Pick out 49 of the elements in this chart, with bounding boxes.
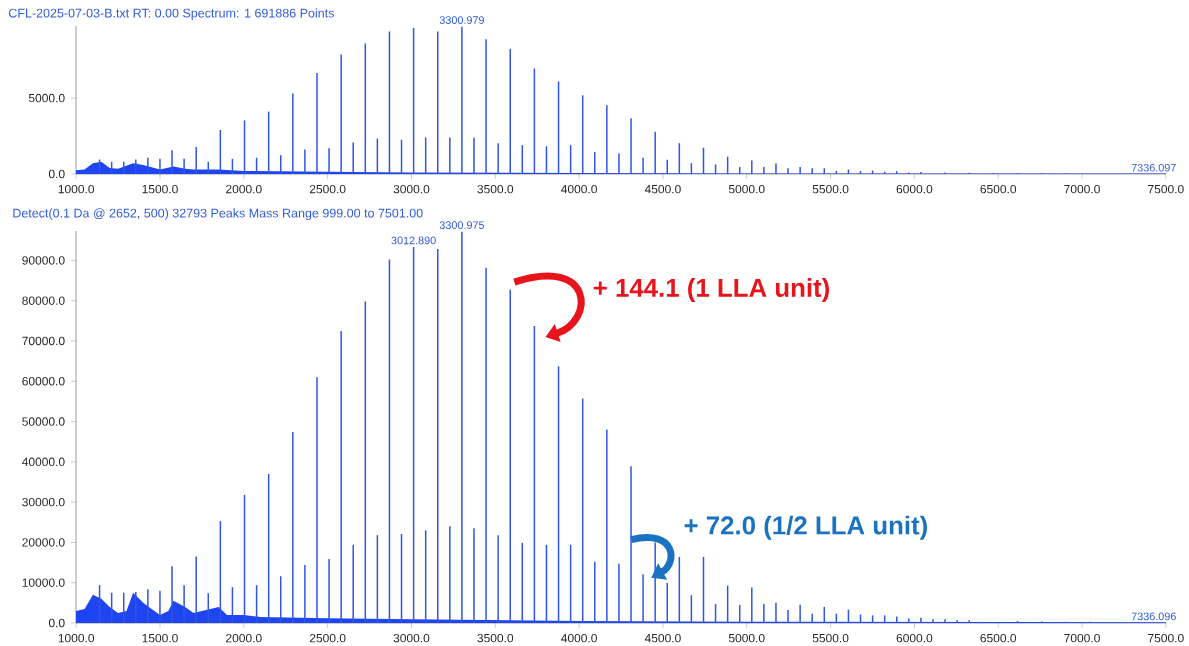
chart-title: Detect(0.1 Da @ 2652, 500) 32793 Peaks Mass Range 999.00 to 7501.00: [13, 208, 423, 220]
y-tick-label: 0.0: [48, 618, 65, 628]
y-tick-label: 20000.0: [22, 538, 65, 547]
annotation: + 144.1 (1 LLA unit): [593, 278, 830, 303]
x-tick-label: 5500.0: [812, 633, 849, 643]
annotation: 7336.096: [1131, 612, 1176, 621]
x-tick-label: 1000.0: [58, 184, 95, 194]
y-tick-label: 80000.0: [22, 296, 65, 305]
x-tick-label: 4000.0: [561, 184, 597, 194]
annotation: 7336.097: [1131, 163, 1176, 172]
x-tick-label: 1000.0: [58, 633, 95, 643]
x-tick-label: 4000.0: [561, 633, 597, 643]
x-tick-label: 2000.0: [226, 633, 262, 643]
x-tick-label: 2500.0: [309, 184, 346, 194]
annotation: 3300.975: [439, 221, 485, 229]
x-tick-label: 4500.0: [644, 184, 681, 194]
x-tick-label: 2500.0: [309, 633, 346, 643]
x-tick-label: 5000.0: [728, 184, 765, 194]
y-tick-label: 70000.0: [22, 336, 65, 346]
x-tick-label: 2000.0: [226, 184, 262, 194]
y-tick-label: 0.0: [48, 169, 65, 179]
chart-title: CFL-2025-07-03-B.txt RT: 0.00 Spectrum: 1 691886 Points: [8, 8, 334, 20]
x-tick-label: 7500.0: [1148, 633, 1184, 643]
y-tick-label: 10000.0: [22, 578, 65, 587]
x-tick-label: 6000.0: [896, 184, 933, 194]
y-tick-label: 60000.0: [22, 377, 65, 386]
x-tick-label: 5000.0: [728, 633, 765, 643]
y-tick-label: 50000.0: [22, 417, 65, 426]
annotation: 3012.890: [391, 236, 436, 245]
x-tick-label: 6000.0: [896, 633, 933, 643]
x-tick-label: 7000.0: [1064, 633, 1100, 643]
x-tick-label: 6500.0: [980, 184, 1017, 194]
x-tick-label: 6500.0: [980, 633, 1017, 643]
x-tick-label: 3000.0: [393, 184, 430, 194]
annotation: + 72.0 (1/2 LLA unit): [684, 515, 927, 540]
x-tick-label: 5500.0: [812, 184, 849, 194]
y-tick-label: 30000.0: [22, 497, 65, 507]
x-tick-label: 3500.0: [477, 633, 514, 643]
annotation: 3300.979: [439, 16, 484, 24]
y-tick-label: 40000.0: [22, 457, 65, 467]
x-tick-label: 3500.0: [477, 184, 514, 194]
x-tick-label: 7500.0: [1148, 184, 1184, 194]
x-tick-label: 1500.0: [142, 633, 178, 643]
x-tick-label: 1500.0: [142, 184, 178, 194]
x-tick-label: 3000.0: [393, 633, 430, 643]
x-tick-label: 4500.0: [644, 633, 681, 643]
y-tick-label: 5000.0: [28, 93, 65, 103]
y-tick-label: 90000.0: [22, 256, 65, 265]
x-tick-label: 7000.0: [1064, 184, 1100, 194]
